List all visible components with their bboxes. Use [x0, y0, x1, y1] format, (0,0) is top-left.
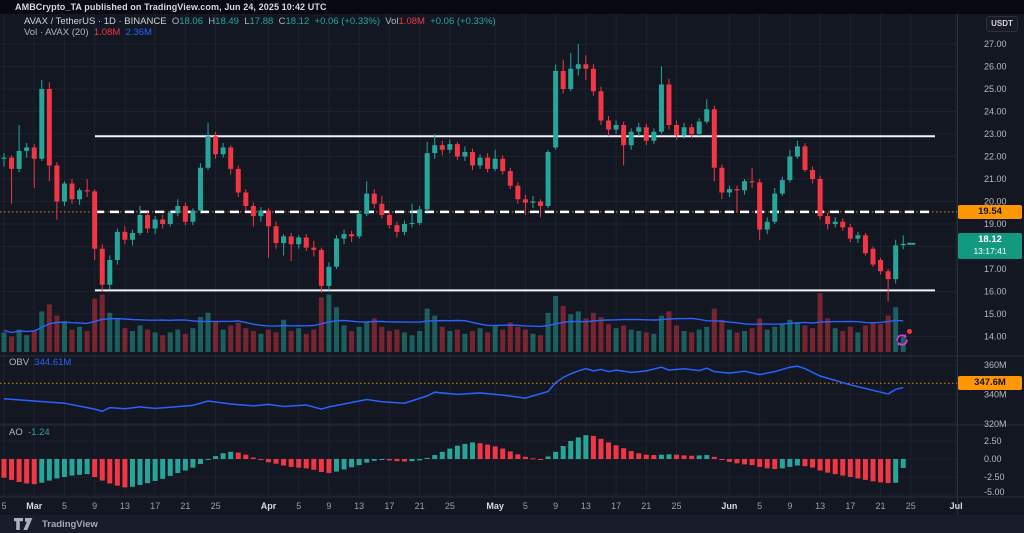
vol-label: Vol — [385, 16, 399, 27]
price-line-badge: 19.54 — [958, 205, 1022, 219]
high-value: 18.49 — [215, 16, 239, 27]
svg-text:21.00: 21.00 — [984, 174, 1007, 184]
svg-text:14.00: 14.00 — [984, 332, 1007, 342]
svg-text:25: 25 — [211, 501, 221, 511]
svg-text:23.00: 23.00 — [984, 129, 1007, 139]
svg-text:2.50: 2.50 — [984, 436, 1002, 446]
symbol-title: AVAX / TetherUS · 1D · BINANCE — [24, 16, 167, 27]
svg-text:5: 5 — [296, 501, 301, 511]
svg-text:25: 25 — [672, 501, 682, 511]
svg-text:320M: 320M — [984, 419, 1007, 429]
svg-text:17: 17 — [384, 501, 394, 511]
svg-text:15.00: 15.00 — [984, 309, 1007, 319]
open-label: O — [171, 16, 180, 27]
svg-text:5: 5 — [523, 501, 528, 511]
vol-change: +0.06 (+0.33%) — [430, 16, 496, 27]
svg-text:13: 13 — [581, 501, 591, 511]
svg-text:0.00: 0.00 — [984, 454, 1002, 464]
svg-text:5: 5 — [757, 501, 762, 511]
publication-text: AMBCrypto_TA published on TradingView.co… — [15, 2, 327, 12]
svg-text:5: 5 — [1, 501, 6, 511]
svg-text:17: 17 — [611, 501, 621, 511]
svg-text:19.00: 19.00 — [984, 219, 1007, 229]
obv-value: 344.61M — [34, 357, 72, 368]
svg-text:Jul: Jul — [950, 501, 963, 511]
svg-text:May: May — [486, 501, 504, 511]
svg-text:Jun: Jun — [721, 501, 737, 511]
svg-text:21: 21 — [180, 501, 190, 511]
close-label: C — [278, 16, 286, 27]
currency-toggle-usdt[interactable]: USDT — [986, 16, 1018, 32]
svg-text:360M: 360M — [984, 360, 1007, 370]
svg-text:13: 13 — [354, 501, 364, 511]
open-value: 18.06 — [179, 16, 203, 27]
volume-indicator-label: Vol · AVAX (20) — [24, 27, 89, 38]
attribution-bar: TradingView — [0, 515, 1024, 533]
circular-arrows-icon — [896, 333, 908, 347]
svg-text:20.00: 20.00 — [984, 197, 1007, 207]
svg-text:9: 9 — [92, 501, 97, 511]
svg-text:17: 17 — [150, 501, 160, 511]
ao-legend[interactable]: AO -1.24 — [9, 427, 50, 438]
refresh-icon[interactable] — [893, 329, 912, 349]
last-price-value: 18.12 — [978, 234, 1002, 245]
svg-text:9: 9 — [326, 501, 331, 511]
svg-text:21: 21 — [415, 501, 425, 511]
obv-label: OBV — [9, 357, 30, 368]
tradingview-logo-icon[interactable] — [13, 517, 37, 531]
tradingview-brand[interactable]: TradingView — [42, 518, 98, 530]
svg-text:13: 13 — [815, 501, 825, 511]
last-price-badge: 18.12 13:17:41 — [958, 233, 1022, 259]
svg-text:25.00: 25.00 — [984, 84, 1007, 94]
svg-text:Apr: Apr — [261, 501, 277, 511]
ao-label: AO — [9, 427, 23, 438]
svg-text:21: 21 — [641, 501, 651, 511]
volume-current-value: 1.08M — [93, 27, 121, 38]
svg-text:25: 25 — [906, 501, 916, 511]
svg-text:16.00: 16.00 — [984, 287, 1007, 297]
svg-text:13: 13 — [120, 501, 130, 511]
svg-text:9: 9 — [787, 501, 792, 511]
svg-text:25: 25 — [445, 501, 455, 511]
bar-countdown: 13:17:41 — [973, 246, 1007, 256]
svg-text:22.00: 22.00 — [984, 152, 1007, 162]
low-value: 17.88 — [249, 16, 274, 27]
ao-value: -1.24 — [28, 427, 50, 438]
svg-text:17: 17 — [845, 501, 855, 511]
svg-text:340M: 340M — [984, 389, 1007, 399]
volume-indicator-legend[interactable]: Vol · AVAX (20) 1.08M 2.36M — [24, 27, 152, 38]
volume-ma-value: 2.36M — [125, 27, 152, 38]
high-label: H — [208, 16, 216, 27]
obv-legend[interactable]: OBV 344.61M — [9, 357, 71, 368]
notification-dot — [907, 329, 912, 334]
svg-text:21: 21 — [876, 501, 886, 511]
svg-text:26.00: 26.00 — [984, 62, 1007, 72]
symbol-legend[interactable]: AVAX / TetherUS · 1D · BINANCE O18.06 H1… — [24, 16, 496, 27]
svg-text:-5.00: -5.00 — [984, 487, 1005, 497]
svg-text:24.00: 24.00 — [984, 107, 1007, 117]
svg-text:Mar: Mar — [26, 501, 43, 511]
svg-text:27.00: 27.00 — [984, 39, 1007, 49]
svg-text:-2.50: -2.50 — [984, 472, 1005, 482]
svg-text:5: 5 — [62, 501, 67, 511]
svg-text:9: 9 — [553, 501, 558, 511]
svg-text:17.00: 17.00 — [984, 264, 1007, 274]
close-value: 18.12 — [285, 16, 310, 27]
low-label: L — [244, 16, 250, 27]
obv-line-badge: 347.6M — [958, 376, 1022, 390]
publication-header: AMBCrypto_TA published on TradingView.co… — [0, 0, 1024, 14]
vol-value: 1.08M — [398, 16, 425, 27]
change-value: +0.06 (+0.33%) — [314, 16, 381, 27]
